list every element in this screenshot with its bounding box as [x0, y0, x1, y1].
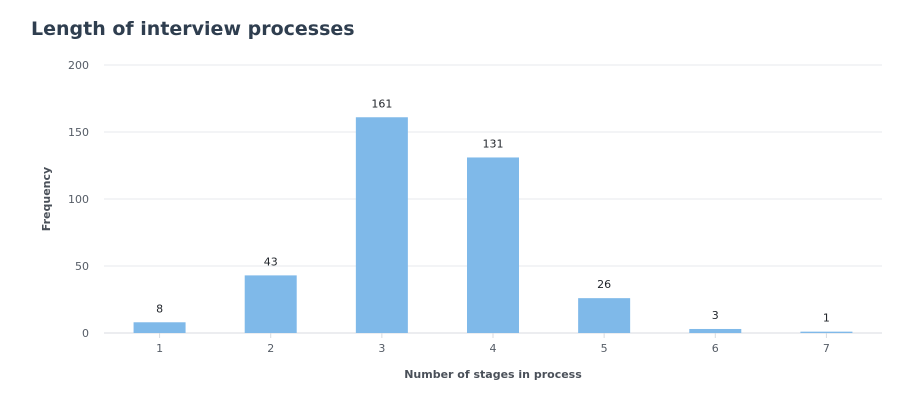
y-tick-label: 0: [82, 327, 89, 340]
bar-value-label: 8: [156, 302, 163, 315]
x-tick-label: 7: [823, 342, 830, 355]
bar: [467, 157, 519, 333]
y-tick-label: 50: [75, 260, 89, 273]
bar-value-label: 3: [712, 309, 719, 322]
bar-layer: [133, 117, 853, 333]
x-tick-label: 5: [601, 342, 608, 355]
x-axis-title: Number of stages in process: [404, 368, 582, 381]
bar-value-label: 131: [483, 137, 504, 150]
y-tick-label: 200: [68, 59, 89, 72]
y-axis-title: Frequency: [40, 167, 53, 231]
x-tick-label: 3: [378, 342, 385, 355]
bar: [800, 331, 853, 333]
bar: [578, 298, 631, 333]
x-tick-label: 1: [156, 342, 163, 355]
bar-value-label: 43: [264, 255, 278, 268]
bar-value-label: 26: [597, 278, 611, 291]
chart-title: Length of interview processes: [31, 18, 355, 40]
bar: [355, 117, 408, 333]
label-layer: 0 50 100 150 200 8 1 43 2 161 3 131 4 26 5 3 6 1 7: [68, 59, 830, 355]
bar: [133, 322, 186, 333]
y-tick-label: 150: [68, 126, 89, 139]
bar: [244, 275, 297, 333]
bar-value-label: 161: [371, 97, 392, 110]
x-tick-label: 2: [267, 342, 274, 355]
bar-value-label: 1: [823, 312, 830, 325]
x-tick-label: 4: [490, 342, 497, 355]
y-tick-label: 100: [68, 193, 89, 206]
x-tick-label: 6: [712, 342, 719, 355]
bar: [689, 328, 742, 333]
